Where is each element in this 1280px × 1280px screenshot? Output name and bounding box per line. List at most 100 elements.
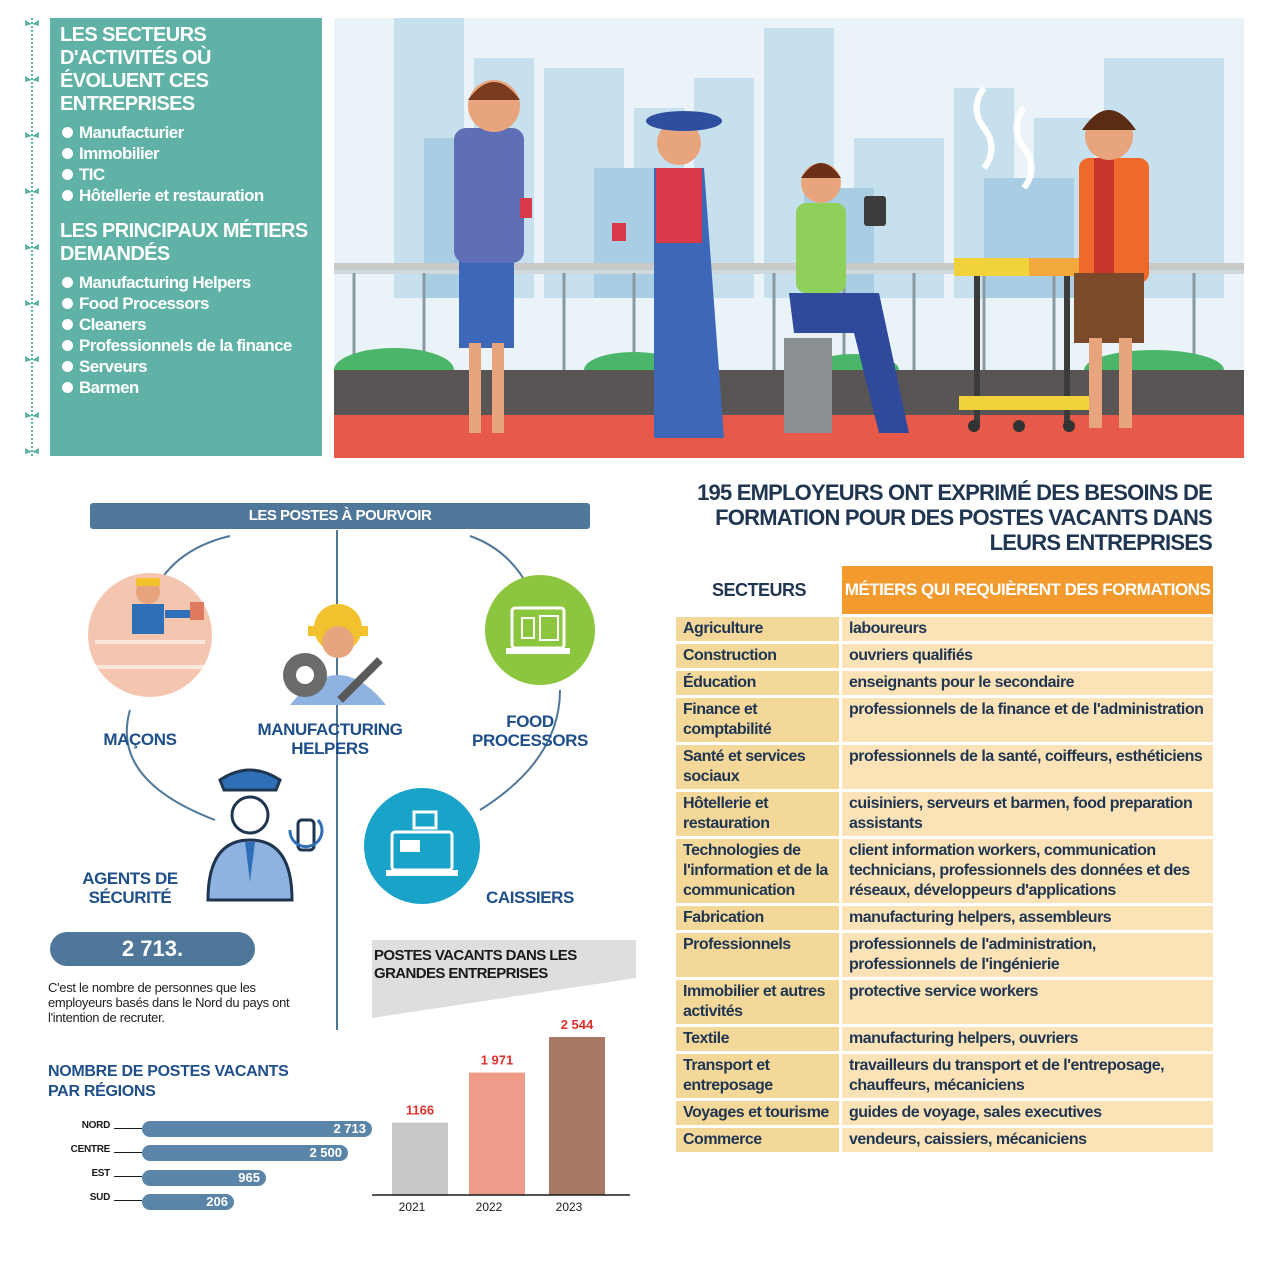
metiers-cell: professionnels de l'administration, prof… xyxy=(842,933,1213,977)
sector-cell: Commerce xyxy=(676,1128,842,1152)
regions-title: NOMBRE DE POSTES VACANTS PAR RÉGIONS xyxy=(48,1063,289,1100)
sector-cell: Professionnels xyxy=(676,933,842,977)
sector-cell: Fabrication xyxy=(676,906,842,930)
cash-register-icon xyxy=(364,788,480,904)
sector-cell: Santé et services sociaux xyxy=(676,745,842,789)
region-leader xyxy=(114,1200,142,1201)
col-header-secteurs: SECTEURS xyxy=(711,579,807,600)
region-label: EST xyxy=(91,1168,110,1179)
sectors-list: Manufacturier Immobilier TIC Hôtellerie … xyxy=(60,122,312,206)
bar-2023 xyxy=(549,1037,605,1195)
region-label: SUD xyxy=(89,1192,111,1203)
sectors-panel: LES SECTEURS D'ACTIVITÉS OÙ ÉVOLUENT CES… xyxy=(50,18,322,456)
list-item: Hôtellerie et restauration xyxy=(60,185,312,206)
jobs-diagram xyxy=(88,530,595,1030)
macon-icon xyxy=(88,573,212,697)
table-row: Éducation enseignants pour le secondaire xyxy=(676,671,1213,695)
recruit-count: 2 713. xyxy=(50,932,255,966)
metiers-cell: laboureurs xyxy=(842,617,1213,641)
rooftop-party-illustration xyxy=(334,18,1244,458)
region-bar: 206 xyxy=(142,1194,234,1210)
sector-cell: Technologies de l'information et de la c… xyxy=(676,839,842,903)
sector-cell: Textile xyxy=(676,1027,842,1051)
metiers-cell: cuisiniers, serveurs et barmen, food pre… xyxy=(842,792,1213,836)
table-row: Commerce vendeurs, caissiers, mécaniciens xyxy=(676,1128,1213,1152)
list-item: Immobilier xyxy=(60,143,312,164)
bar-value-label: 2 544 xyxy=(561,1017,594,1032)
bar-2021 xyxy=(392,1122,448,1195)
table-row: Agriculture laboureurs xyxy=(676,617,1213,641)
list-item: Food Processors xyxy=(60,293,312,314)
region-leader xyxy=(114,1176,142,1177)
region-bar: 2 713 xyxy=(142,1121,372,1137)
metiers-cell: guides de voyage, sales executives xyxy=(842,1101,1213,1125)
region-leader xyxy=(114,1152,142,1153)
metiers-cell: enseignants pour le secondaire xyxy=(842,671,1213,695)
metiers-cell: professionnels de la santé, coiffeurs, e… xyxy=(842,745,1213,789)
x-tick-label: 2021 xyxy=(399,1200,426,1214)
table-row: Professionnels professionnels de l'admini… xyxy=(676,933,1213,977)
table-row: Santé et services sociaux professionnels … xyxy=(676,745,1213,789)
region-bar: 2 500 xyxy=(142,1145,348,1161)
metiers-cell: protective service workers xyxy=(842,980,1213,1024)
sector-cell: Immobilier et autres activités xyxy=(676,980,842,1024)
table-row: Immobilier et autres activités protective… xyxy=(676,980,1213,1024)
list-item: Manufacturing Helpers xyxy=(60,272,312,293)
sector-cell: Finance et comptabilité xyxy=(676,698,842,742)
vac-header-shape xyxy=(372,940,636,1018)
sector-cell: Hôtellerie et restauration xyxy=(676,792,842,836)
job-label-caissiers: CAISSIERS xyxy=(485,888,575,907)
metiers-cell: manufacturing helpers, ouvriers xyxy=(842,1027,1213,1051)
sector-cell: Agriculture xyxy=(676,617,842,641)
sector-cell: Construction xyxy=(676,644,842,668)
list-item: TIC xyxy=(60,164,312,185)
table-row: Fabrication manufacturing helpers, assemb… xyxy=(676,906,1213,930)
vacancies-bar-chart: 1166 2021 1 971 2022 2 544 2023 xyxy=(372,1017,630,1214)
bar-2022 xyxy=(469,1072,525,1195)
table-header-row: SECTEURS MÉTIERS QUI REQUIÈRENT DES FORM… xyxy=(676,566,1213,614)
list-item: Barmen xyxy=(60,377,312,398)
training-table: SECTEURS MÉTIERS QUI REQUIÈRENT DES FORM… xyxy=(676,563,1213,1155)
region-label: CENTRE xyxy=(70,1144,111,1155)
table-row: Construction ouvriers qualifiés xyxy=(676,644,1213,668)
table-row: Voyages et tourisme guides de voyage, sal… xyxy=(676,1101,1213,1125)
metiers-cell: vendeurs, caissiers, mécaniciens xyxy=(842,1128,1213,1152)
sectors-title: LES SECTEURS D'ACTIVITÉS OÙ ÉVOLUENT CES… xyxy=(60,24,211,115)
metiers-list: Manufacturing Helpers Food Processors Cl… xyxy=(60,272,312,398)
table-row: Transport et entreposage travailleurs du … xyxy=(676,1054,1213,1098)
metiers-cell: travailleurs du transport et de l'entrep… xyxy=(842,1054,1213,1098)
region-leader xyxy=(114,1128,142,1129)
region-label: NORD xyxy=(81,1120,111,1131)
metiers-cell: ouvriers qualifiés xyxy=(842,644,1213,668)
job-label-manufacturing: MANUFACTURING HELPERS xyxy=(257,720,403,758)
table-row: Hôtellerie et restauration cuisiniers, se… xyxy=(676,792,1213,836)
sector-cell: Voyages et tourisme xyxy=(676,1101,842,1125)
table-row: Textile manufacturing helpers, ouvriers xyxy=(676,1027,1213,1051)
worker-gear-icon xyxy=(283,604,386,705)
table-row: Finance et comptabilité professionnels de… xyxy=(676,698,1213,742)
bar-value-label: 1 971 xyxy=(481,1053,514,1068)
x-tick-label: 2023 xyxy=(556,1200,583,1214)
region-bar: 965 xyxy=(142,1170,266,1186)
sector-cell: Éducation xyxy=(676,671,842,695)
bar-value-label: 1166 xyxy=(406,1103,434,1118)
job-label-food: FOOD PROCESSORS xyxy=(472,712,588,750)
list-item: Cleaners xyxy=(60,314,312,335)
recruit-text: C'est le nombre de personnes que les emp… xyxy=(48,980,290,1025)
metiers-cell: client information workers, communicatio… xyxy=(842,839,1213,903)
col-header-metiers: MÉTIERS QUI REQUIÈRENT DES FORMATIONS xyxy=(842,566,1213,614)
job-label-macons: MAÇONS xyxy=(103,730,177,749)
metiers-cell: manufacturing helpers, assembleurs xyxy=(842,906,1213,930)
table-row: Technologies de l'information et de la c… xyxy=(676,839,1213,903)
metiers-cell: professionnels de la finance et de l'adm… xyxy=(842,698,1213,742)
list-item: Professionnels de la finance xyxy=(60,335,312,356)
security-guard-icon xyxy=(206,768,324,902)
x-tick-label: 2022 xyxy=(476,1200,503,1214)
sector-cell: Transport et entreposage xyxy=(676,1054,842,1098)
job-label-agents: AGENTS DE SÉCURITÉ xyxy=(82,869,178,907)
list-item: Manufacturier xyxy=(60,122,312,143)
list-item: Serveurs xyxy=(60,356,312,377)
decorative-vine xyxy=(25,18,39,458)
chart-title: POSTES VACANTS DANS LES GRANDES ENTREPRI… xyxy=(374,947,577,982)
metiers-title: LES PRINCIPAUX MÉTIERS DEMANDÉS xyxy=(60,220,308,265)
